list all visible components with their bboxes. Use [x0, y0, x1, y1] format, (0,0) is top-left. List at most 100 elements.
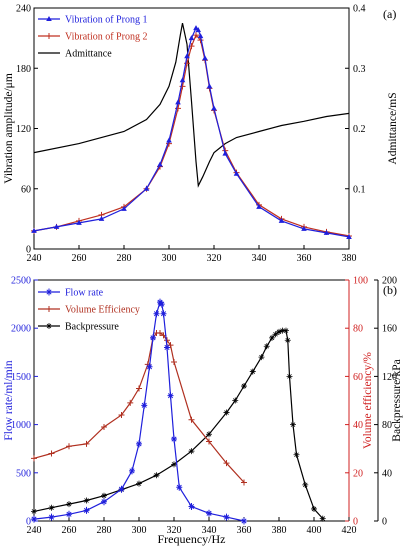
x-tick-label: 400 — [307, 525, 322, 536]
data-point — [241, 479, 247, 486]
y-right-tick-label: 0.1 — [353, 184, 366, 195]
data-point — [175, 99, 181, 105]
data-point — [118, 485, 125, 493]
y-right2-tick-label: 200 — [382, 276, 397, 287]
legend-marker — [46, 33, 52, 39]
y-right-tick-label: 0.3 — [353, 64, 366, 75]
y-left-tick-label: 180 — [16, 64, 31, 75]
legend-label: Admittance — [65, 49, 112, 60]
data-point — [241, 517, 247, 525]
x-tick-label: 300 — [162, 253, 177, 264]
x-tick-label: 280 — [97, 525, 112, 536]
y-left-tick-label: 2500 — [11, 276, 31, 287]
data-point — [197, 33, 204, 39]
data-point — [179, 83, 186, 90]
y-axis-label-right2: Backpressure/kPa — [391, 359, 403, 441]
x-axis-label: Frequency/Hz — [158, 532, 226, 546]
data-point — [278, 217, 285, 223]
data-point — [202, 55, 208, 61]
data-point — [193, 32, 199, 39]
series-vibration-of-prong-2 — [31, 32, 352, 239]
y-axis-label-left: Flow rate/ml/min — [3, 360, 15, 440]
data-point — [160, 310, 167, 318]
data-point — [98, 215, 105, 221]
data-point — [319, 515, 326, 522]
data-point — [269, 334, 275, 341]
data-point — [241, 383, 247, 390]
data-point — [136, 440, 142, 448]
data-point — [158, 300, 165, 308]
y-right2-tick-label: 0 — [382, 517, 387, 528]
data-point — [66, 510, 72, 518]
series-line — [33, 301, 245, 522]
data-point — [150, 334, 156, 342]
series-vibration-of-prong-1 — [31, 25, 352, 239]
legend-label: Vibration of Prong 2 — [65, 32, 147, 43]
y-left-tick-label: 120 — [16, 124, 31, 135]
y-right1-tick-label: 60 — [353, 372, 363, 383]
y-right2-tick-label: 80 — [382, 420, 392, 431]
y-axis-label-left: Vibration amplitude/μm — [3, 73, 15, 184]
data-point — [184, 60, 190, 67]
data-point — [157, 161, 163, 167]
data-point — [188, 35, 195, 41]
data-point — [48, 504, 55, 511]
data-point — [293, 451, 300, 458]
series-line — [33, 33, 350, 237]
data-point — [211, 105, 217, 111]
data-point — [179, 77, 186, 83]
legend-marker — [46, 323, 52, 329]
y-right2-tick-label: 120 — [382, 372, 397, 383]
y-right-tick-label: 0.2 — [353, 124, 366, 135]
y-right2-tick-label: 40 — [382, 468, 392, 479]
data-point — [83, 506, 90, 514]
x-tick-label: 260 — [62, 525, 77, 536]
y-left-tick-label: 0 — [26, 517, 31, 528]
data-point — [223, 460, 230, 467]
data-point — [141, 401, 148, 409]
data-point — [279, 327, 286, 334]
series-backpressure — [31, 327, 326, 522]
x-tick-label: 360 — [297, 253, 312, 264]
data-point — [188, 448, 195, 455]
y-right1-tick-label: 80 — [353, 324, 363, 335]
legend-label: Vibration of Prong 1 — [65, 15, 147, 26]
data-point — [171, 461, 177, 468]
x-tick-label: 380 — [342, 253, 357, 264]
y-left-tick-label: 2000 — [11, 324, 31, 335]
data-point — [101, 492, 107, 499]
y-right1-tick-label: 40 — [353, 420, 363, 431]
data-point — [346, 233, 352, 239]
y-right-tick-label: 0.4 — [353, 4, 366, 15]
data-point — [301, 225, 307, 231]
data-point — [31, 515, 37, 523]
data-point — [206, 431, 212, 438]
panel-a: 240 260 280 300 320 340 360 380 0 60 120 180 240 0.1 0… — [3, 4, 399, 265]
data-point — [83, 440, 90, 447]
data-point — [53, 223, 60, 229]
data-point — [31, 508, 37, 515]
data-point — [157, 330, 163, 337]
data-point — [249, 368, 256, 375]
data-point — [76, 219, 82, 225]
series-admittance — [33, 22, 350, 188]
data-point — [256, 203, 262, 209]
x-tick-label: 260 — [72, 253, 87, 264]
data-point — [31, 227, 37, 233]
data-point — [146, 363, 153, 371]
data-point — [118, 411, 125, 418]
series-line — [33, 332, 245, 483]
panel-b: 240 260 280 300 320 340 360 380 400 4200500100015… — [3, 276, 403, 547]
x-tick-label: 340 — [252, 253, 267, 264]
data-point — [31, 455, 37, 462]
data-point — [176, 483, 183, 491]
data-point — [171, 358, 177, 365]
series-line — [33, 330, 324, 520]
data-point — [290, 421, 296, 428]
series-volume-efficiency — [31, 330, 247, 486]
y-left-tick-label: 1000 — [11, 420, 31, 431]
y-right1-tick-label: 0 — [353, 517, 358, 528]
data-point — [66, 443, 72, 450]
panel-label: (b) — [383, 283, 397, 297]
series-line — [33, 22, 350, 188]
